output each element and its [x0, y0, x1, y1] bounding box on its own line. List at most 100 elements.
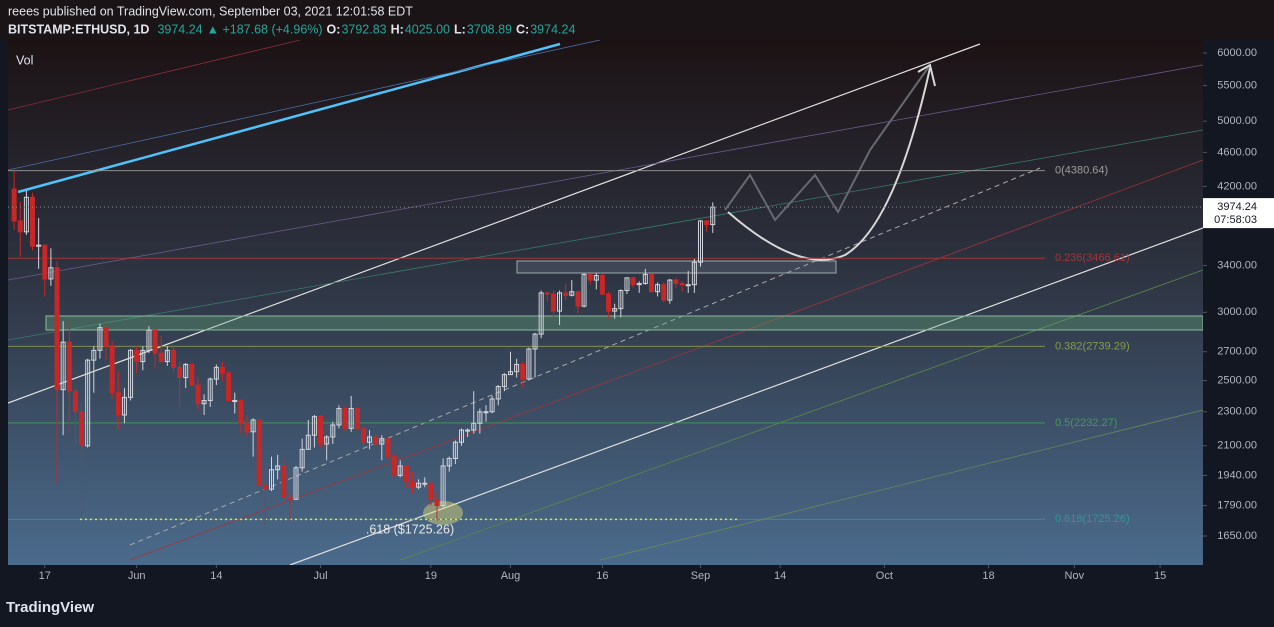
- candle-body: [336, 408, 342, 426]
- candle-body: [526, 348, 532, 380]
- candle-body: [30, 196, 36, 247]
- candle-body: [293, 467, 299, 500]
- candle-body: [207, 378, 213, 402]
- candle-body: [354, 408, 360, 429]
- fib-label: 0(4380.64): [1055, 165, 1108, 177]
- symbol: BITSTAMP:ETHUSD, 1D: [8, 22, 149, 36]
- candle-body: [299, 448, 305, 469]
- x-tick-label: 15: [1154, 570, 1166, 582]
- candle-body: [544, 292, 550, 295]
- candle-body: [483, 411, 489, 414]
- candle-body: [17, 220, 23, 233]
- candle-body: [330, 424, 336, 438]
- candle-body: [477, 411, 483, 424]
- candle-body: [121, 396, 127, 416]
- candle-body: [630, 277, 636, 286]
- candle-body: [685, 284, 691, 287]
- candle-body: [673, 279, 679, 285]
- drawings: [8, 40, 1203, 565]
- candle-body: [134, 349, 140, 363]
- candle-body: [618, 290, 624, 310]
- candle-body: [140, 349, 146, 363]
- fan-line: [8, 129, 1203, 341]
- candle-body: [287, 496, 293, 500]
- candle-body: [164, 349, 170, 363]
- y-tick-label: 1650.00: [1217, 530, 1257, 542]
- candle-body: [281, 465, 287, 498]
- candle-body: [189, 363, 195, 386]
- candle-body: [599, 275, 605, 295]
- candle-body: [409, 480, 415, 488]
- candle-body: [11, 188, 17, 222]
- fan-line: [8, 40, 601, 171]
- candle-body: [434, 498, 440, 507]
- series: [8, 170, 1203, 525]
- candle-body: [532, 333, 538, 350]
- header-value: 3792.83: [341, 22, 386, 36]
- candle-body: [318, 416, 324, 445]
- y-tick-label: 5500.00: [1217, 79, 1257, 91]
- candle-body: [704, 220, 710, 226]
- x-tick-label: 16: [596, 570, 608, 582]
- y-tick-label: 1790.00: [1217, 499, 1257, 511]
- candle-body: [458, 429, 464, 443]
- byline: reees published on TradingView.com, Sept…: [8, 4, 413, 18]
- candle-body: [648, 273, 654, 293]
- candle-body: [606, 293, 612, 312]
- y-tick-label: 2300.00: [1217, 406, 1257, 418]
- candle-body: [514, 363, 520, 373]
- annotation-label: .618 ($1725.26): [366, 523, 454, 537]
- header-bar: [0, 0, 1274, 40]
- candle-body: [213, 366, 219, 380]
- price-axis: [1203, 40, 1274, 565]
- x-tick-label: 18: [982, 570, 994, 582]
- header-value: 3974.24: [530, 22, 575, 36]
- candle-body: [428, 482, 434, 500]
- candle-body: [569, 291, 575, 296]
- x-tick-label: 14: [774, 570, 786, 582]
- x-tick-label: Jul: [314, 570, 328, 582]
- candle-body: [262, 484, 268, 490]
- fan-line: [399, 269, 1203, 561]
- projection-zigzag: [724, 64, 931, 222]
- candle-body: [60, 341, 66, 391]
- x-tick-label: 19: [425, 570, 437, 582]
- candle-body: [563, 292, 569, 296]
- candle-body: [324, 436, 330, 445]
- header-value: ▲ +187.68 (+4.96%): [207, 22, 323, 36]
- arrow-head: [917, 63, 936, 87]
- candle-body: [128, 349, 134, 398]
- candle-body: [152, 329, 158, 354]
- candle-body: [311, 416, 317, 436]
- candle-body: [440, 465, 446, 507]
- candle-body: [612, 308, 618, 312]
- candle-body: [581, 273, 587, 307]
- fib-label: 0.236(3466.61): [1055, 252, 1130, 264]
- candle-body: [146, 329, 152, 351]
- candle-body: [367, 436, 373, 443]
- header-value: 4025.00: [405, 22, 450, 36]
- candle-body: [391, 456, 397, 476]
- candle-body: [397, 465, 403, 476]
- candle-body: [538, 292, 544, 335]
- candle-body: [489, 398, 495, 413]
- candle-body: [103, 327, 109, 347]
- candle-body: [170, 349, 176, 368]
- fib-label: 0.382(2739.29): [1055, 340, 1130, 352]
- pane-label: Vol: [16, 53, 33, 67]
- y-tick-label: 2100.00: [1217, 440, 1257, 452]
- candle-body: [36, 244, 42, 247]
- time-axis: [0, 565, 1274, 590]
- y-tick-label: 2500.00: [1217, 374, 1257, 386]
- candle-body: [54, 267, 60, 391]
- candle-body: [416, 482, 422, 488]
- x-tick-label: Jun: [128, 570, 146, 582]
- candle-body: [495, 386, 501, 400]
- fib-label: 0.5(2232.27): [1055, 417, 1117, 429]
- candle-body: [403, 465, 409, 482]
- fan-line: [8, 64, 1203, 281]
- candle-body: [385, 438, 391, 458]
- plot-area: [8, 40, 1203, 565]
- x-tick-label: Sep: [691, 570, 711, 582]
- x-tick-label: Nov: [1065, 570, 1085, 582]
